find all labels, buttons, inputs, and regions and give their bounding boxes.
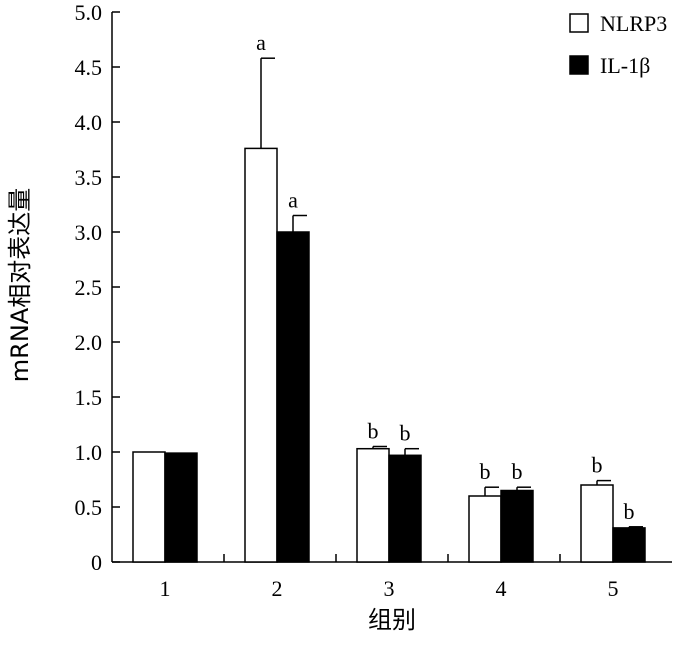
- legend-swatch: [569, 13, 589, 33]
- bar-il1b: [164, 452, 198, 563]
- x-tick-label: 1: [160, 576, 171, 601]
- significance-label: b: [368, 419, 379, 444]
- y-tick-label: 2.5: [75, 275, 103, 300]
- significance-label: b: [624, 499, 635, 524]
- y-tick-label: 3.5: [75, 165, 103, 190]
- x-tick-label: 5: [608, 576, 619, 601]
- y-tick-label: 4.5: [75, 55, 103, 80]
- bar-nlrp3: [132, 451, 166, 563]
- bar-il1b: [500, 489, 534, 563]
- axes: 0 0.5 1.0 1.5 2.0 2.5 3.0 3.5 4.0 4.5 5.0 1 2 3 4 5: [75, 0, 672, 601]
- significance-label: b: [512, 459, 523, 484]
- legend-label: IL-1β: [600, 53, 650, 78]
- significance-labels: aab bb b bb: [256, 30, 634, 524]
- x-tick-label: 3: [384, 576, 395, 601]
- x-tick-label: 4: [496, 576, 507, 601]
- error-bars: [260, 57, 643, 528]
- x-axis-title: 组别: [368, 606, 416, 634]
- y-tick-label: 5.0: [75, 0, 103, 25]
- y-tick-label: 1.0: [75, 440, 103, 465]
- y-tick-label: 0.5: [75, 495, 103, 520]
- bars: [132, 147, 646, 563]
- y-tick-label: 0: [91, 550, 102, 575]
- significance-label: a: [288, 188, 298, 213]
- bar-il1b: [388, 454, 422, 563]
- bar-nlrp3: [244, 147, 278, 563]
- significance-label: b: [480, 459, 491, 484]
- bar-nlrp3: [356, 447, 390, 563]
- legend-swatch: [569, 55, 589, 75]
- y-tick-label: 3.0: [75, 220, 103, 245]
- y-axis-title: mRNA相对表达量: [6, 188, 34, 382]
- significance-label: a: [256, 30, 266, 55]
- y-tick-label: 1.5: [75, 385, 103, 410]
- x-tick-label: 2: [272, 576, 283, 601]
- bar-il1b: [612, 527, 646, 563]
- significance-label: b: [592, 453, 603, 478]
- bar-nlrp3: [580, 484, 614, 563]
- legend: NLRP3 IL-1β: [569, 11, 667, 78]
- significance-label: b: [400, 421, 411, 446]
- legend-label: NLRP3: [600, 11, 667, 36]
- bar-il1b: [276, 231, 310, 563]
- y-tick-label: 4.0: [75, 110, 103, 135]
- y-tick-label: 2.0: [75, 330, 103, 355]
- bar-nlrp3: [468, 495, 502, 563]
